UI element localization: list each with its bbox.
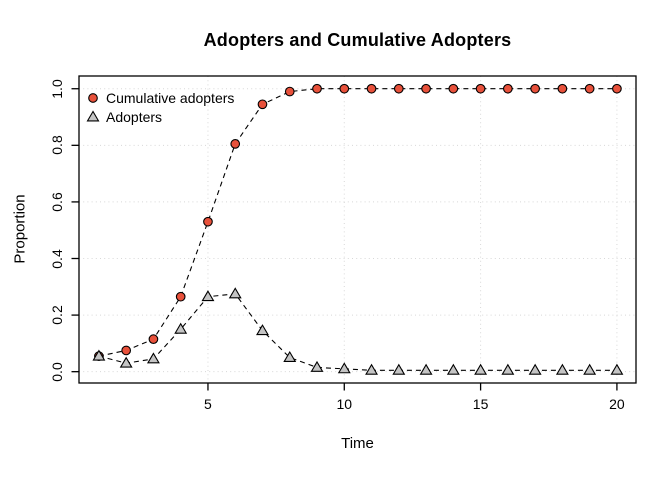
plot-frame: [78, 75, 637, 384]
data-point-circle: [230, 139, 241, 149]
x-tick-label: 15: [472, 396, 489, 412]
data-point-circle: [203, 216, 213, 227]
series-line: [98, 293, 617, 371]
data-point-triangle: [419, 363, 433, 375]
data-point-triangle: [365, 363, 378, 375]
data-point-triangle: [92, 349, 106, 361]
data-point-triangle: [528, 363, 542, 375]
y-axis-label: Proportion: [11, 194, 29, 264]
chart-title: Adopters and Cumulative Adopters: [203, 30, 512, 50]
y-tick-label: 0.8: [49, 135, 65, 156]
data-point-triangle: [119, 356, 133, 368]
legend-label-adopters: Adopters: [106, 109, 163, 125]
data-point-triangle: [256, 324, 269, 336]
data-point-circle: [557, 83, 568, 94]
data-point-triangle: [146, 352, 160, 364]
data-point-circle: [121, 345, 132, 356]
data-point-triangle: [174, 322, 188, 334]
y-tick-label: 0.6: [49, 192, 65, 212]
data-point-triangle: [201, 290, 215, 302]
data-point-triangle: [228, 287, 242, 299]
data-point-triangle: [583, 363, 597, 375]
data-point-triangle: [283, 350, 297, 362]
data-point-triangle: [610, 363, 624, 375]
data-point-triangle: [474, 363, 488, 375]
data-point-circle: [421, 83, 431, 94]
data-point-circle: [339, 83, 350, 94]
data-point-circle: [148, 334, 159, 344]
legend-triangle-icon: [86, 110, 100, 122]
data-point-circle: [448, 83, 459, 94]
legend-label-cumulative-adopters: Cumulative adopters: [106, 90, 235, 106]
legend-circle-icon: [88, 93, 98, 103]
series-line: [98, 88, 617, 357]
data-point-circle: [530, 83, 540, 94]
y-tick-label: 0.2: [49, 305, 65, 325]
data-point-circle: [612, 83, 622, 94]
data-point-circle: [175, 291, 186, 302]
data-point-circle: [503, 83, 513, 94]
data-point-circle: [475, 83, 486, 94]
data-point-triangle: [446, 363, 460, 375]
data-point-triangle: [392, 363, 406, 375]
data-point-triangle: [501, 363, 515, 375]
data-point-circle: [257, 99, 268, 110]
data-point-triangle: [310, 360, 324, 372]
x-axis-label: Time: [341, 435, 374, 452]
data-point-circle: [366, 83, 377, 94]
data-point-circle: [584, 83, 595, 94]
data-point-circle: [284, 86, 295, 97]
data-point-circle: [312, 83, 322, 94]
y-tick-label: 1.0: [49, 78, 65, 99]
x-tick-label: 20: [609, 396, 625, 412]
data-point-circle: [393, 83, 404, 94]
data-point-triangle: [337, 362, 351, 374]
x-tick-label: 5: [204, 396, 212, 412]
x-tick-label: 10: [336, 396, 353, 412]
data-point-triangle: [555, 363, 569, 375]
y-tick-label: 0.4: [49, 248, 65, 269]
y-tick-label: 0.0: [49, 361, 65, 382]
